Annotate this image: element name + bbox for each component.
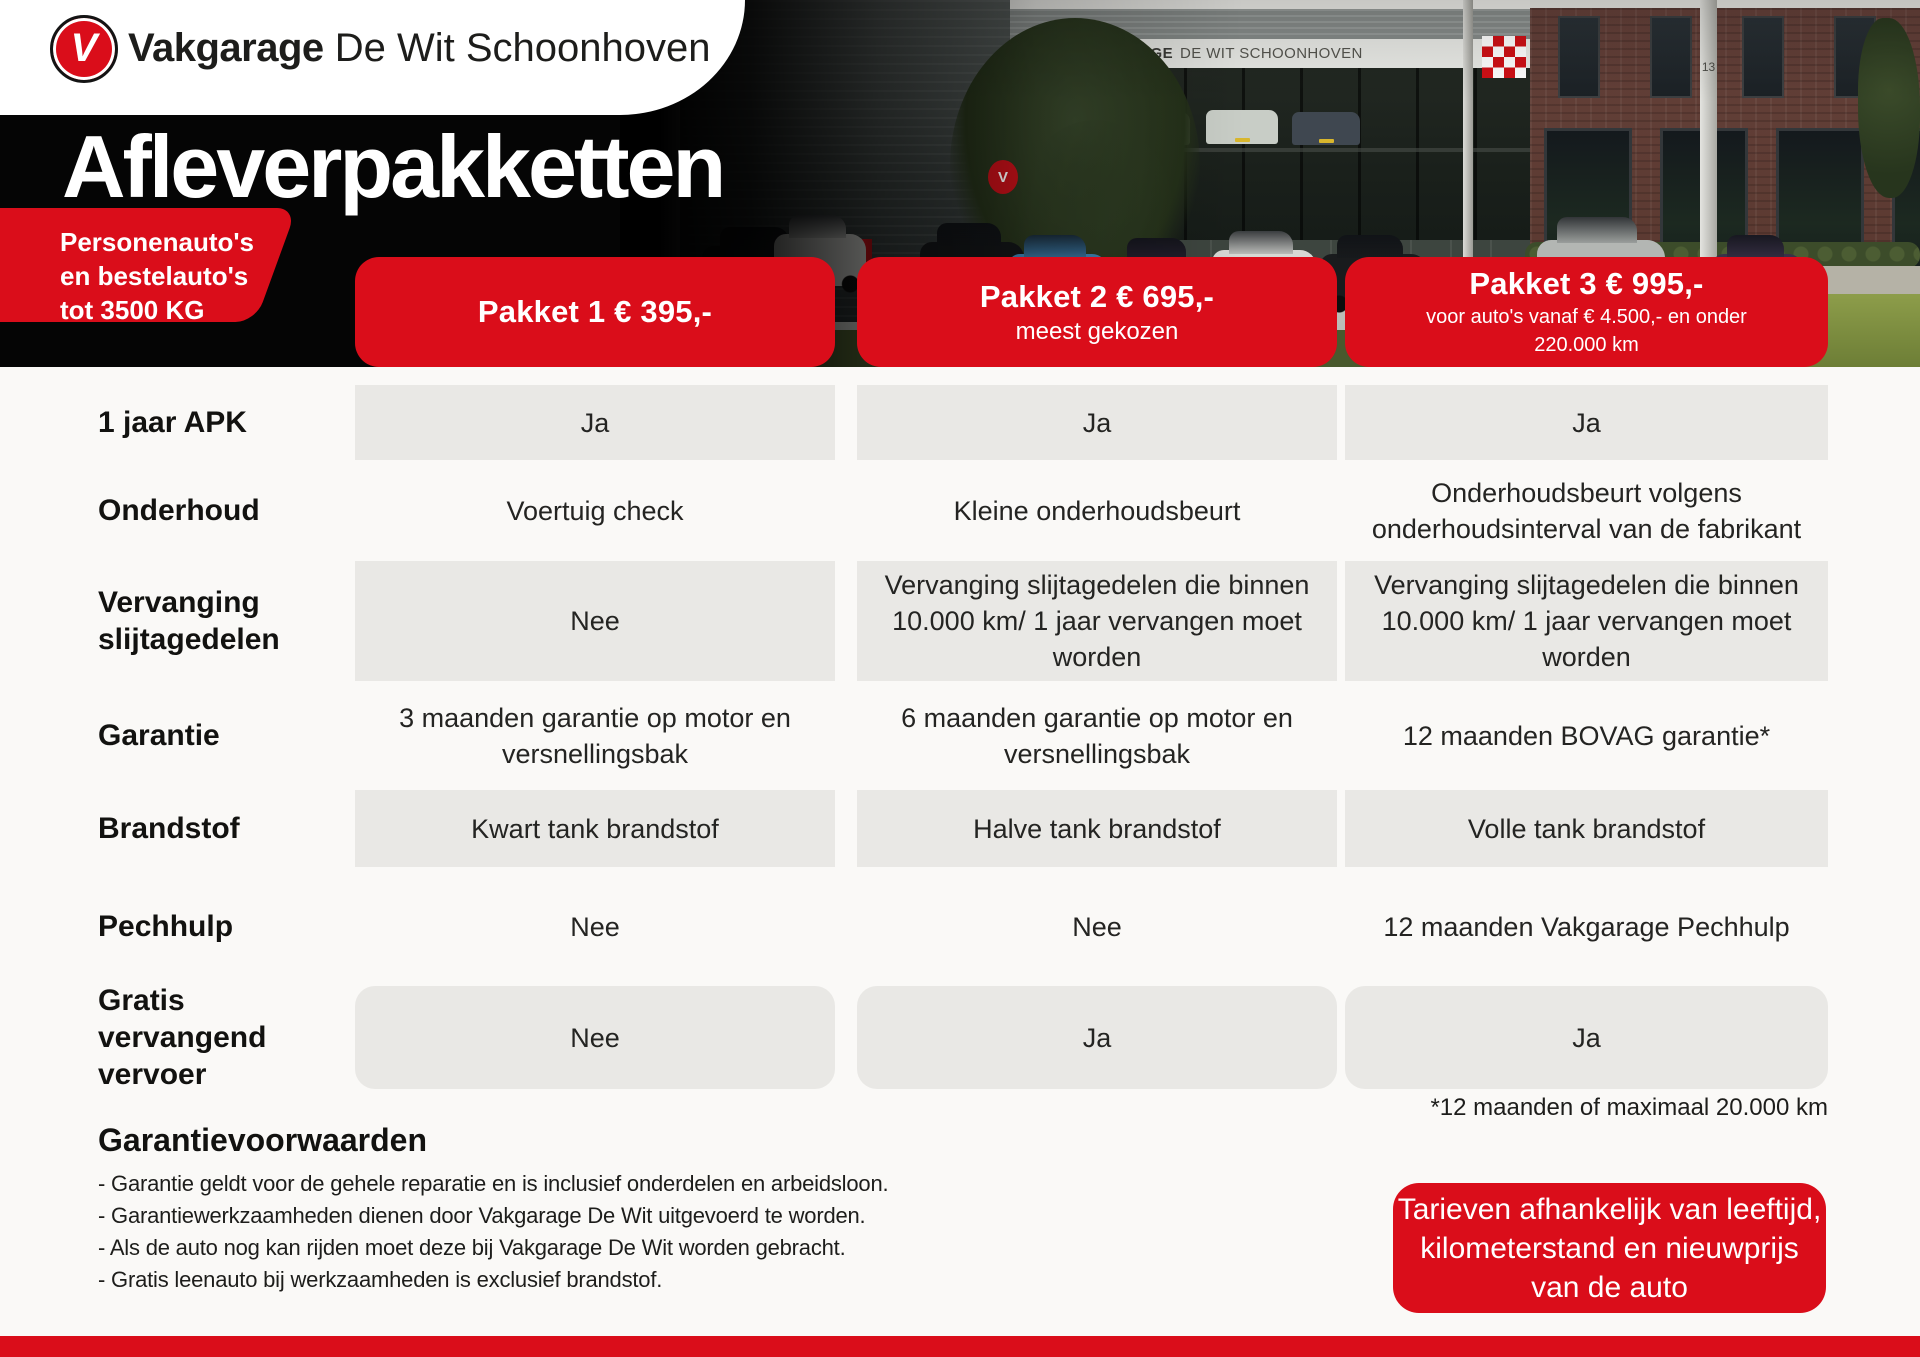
brand-name-bold: Vakgarage [128, 26, 324, 70]
condition-item: - Garantiewerkzaamheden dienen door Vakg… [98, 1203, 866, 1228]
dealership-photo: V VAKGARAGE DE WIT SCHOONHOVEN [620, 0, 1920, 367]
row-label: Pechhulp [98, 910, 234, 943]
table-cell: Vervanging slijtagedelen die binnen 10.0… [1345, 561, 1828, 681]
table-cell: Kleine onderhoudsbeurt [953, 495, 1241, 526]
package-3-title: Pakket 3 € 995,- [1469, 266, 1704, 301]
badge-line: en bestelauto's [60, 261, 249, 291]
table-cell: Voertuig check [506, 495, 684, 526]
table-cell: Nee [355, 986, 835, 1089]
tariff-line: kilometerstand en nieuwprijs [1420, 1231, 1799, 1265]
table-cell: 12 maanden BOVAG garantie* [1402, 720, 1771, 751]
header-band: V Vakgarage De Wit Schoonhoven [0, 0, 745, 115]
package-1-title: Pakket 1 € 395,- [477, 294, 713, 329]
condition-item: - Gratis leenauto bij werkzaamheden is e… [98, 1267, 663, 1292]
brand-name: Vakgarage De Wit Schoonhoven [128, 26, 711, 71]
row-label: Vervanging slijtagedelen [98, 586, 280, 656]
table-cell: Ja [857, 986, 1337, 1089]
page-title: Afleverpakketten [62, 117, 726, 216]
vehicle-type-badge: Personenauto's en bestelauto's tot 3500 … [0, 208, 298, 325]
tariff-note-box: Tarieven afhankelijk van leeftijd, kilom… [1393, 1183, 1826, 1313]
table-row: Vervanging slijtagedelen Nee Vervanging … [0, 561, 1920, 681]
table-cell: Nee [1072, 911, 1122, 942]
bottom-red-bar [0, 1336, 1920, 1357]
tariff-line: van de auto [1531, 1270, 1688, 1304]
badge-line: tot 3500 KG [59, 295, 205, 325]
table-cell: Nee [355, 561, 835, 681]
conditions-heading: Garantievoorwaarden [98, 1122, 427, 1158]
package-3-subtitle: voor auto's vanaf € 4.500,- en onder [1426, 306, 1747, 328]
table-row: Garantie 3 maanden garantie op motor en … [0, 681, 1920, 790]
vehicle-type-badge-text: Personenauto's en bestelauto's tot 3500 … [0, 208, 297, 327]
warranty-footnote: *12 maanden of maximaal 20.000 km [1430, 1094, 1828, 1121]
table-row: Onderhoud Voertuig check Kleine onderhou… [0, 460, 1920, 561]
table-cell: Ja [1345, 385, 1828, 460]
table-cell: Ja [857, 385, 1337, 460]
table-row: Brandstof Kwart tank brandstof Halve tan… [0, 790, 1920, 867]
table-cell: 3 maanden garantie op motor en versnelli… [399, 702, 791, 769]
hero-header: V VAKGARAGE DE WIT SCHOONHOVEN [0, 0, 1920, 367]
row-label: Gratis vervangend vervoer [98, 984, 267, 1091]
table-row: 1 jaar APK Ja Ja Ja [0, 385, 1920, 460]
table-cell: Ja [1345, 986, 1828, 1089]
table-row: Gratis vervangend vervoer Nee Ja Ja [0, 984, 1920, 1091]
brand-name-rest: De Wit Schoonhoven [323, 26, 711, 70]
table-cell: Onderhoudsbeurt volgens onderhoudsinterv… [1371, 477, 1802, 544]
table-cell: 6 maanden garantie op motor en versnelli… [901, 702, 1293, 769]
condition-item: - Als de auto nog kan rijden moet deze b… [98, 1235, 846, 1260]
row-label: Brandstof [98, 812, 240, 845]
package-3-subtitle-2: 220.000 km [1534, 334, 1639, 356]
table-cell: Halve tank brandstof [857, 790, 1337, 867]
table-cell: Kwart tank brandstof [355, 790, 835, 867]
package-2-subtitle: meest gekozen [1015, 317, 1179, 345]
package-header-1: Pakket 1 € 395,- [355, 257, 835, 367]
badge-line: Personenauto's [60, 227, 255, 257]
condition-item: - Garantie geldt voor de gehele reparati… [98, 1171, 889, 1196]
row-label: Onderhoud [98, 494, 260, 527]
logo-letter: V [70, 25, 98, 70]
row-label: Garantie [98, 719, 220, 752]
table-cell: Ja [355, 385, 835, 460]
tariff-line: Tarieven afhankelijk van leeftijd, [1397, 1192, 1822, 1226]
table-cell: 12 maanden Vakgarage Pechhulp [1383, 911, 1790, 942]
row-label: 1 jaar APK [98, 406, 247, 439]
table-cell: Volle tank brandstof [1345, 790, 1828, 867]
package-2-title: Pakket 2 € 695,- [979, 278, 1215, 314]
vakgarage-logo-icon: V [50, 15, 118, 83]
table-cell: Nee [570, 911, 620, 942]
table-cell: Vervanging slijtagedelen die binnen 10.0… [857, 561, 1337, 681]
table-row: Pechhulp Nee Nee 12 maanden Vakgarage Pe… [0, 867, 1920, 986]
conditions-list: - Garantie geldt voor de gehele reparati… [98, 1168, 889, 1296]
package-header-2: Pakket 2 € 695,- meest gekozen [857, 257, 1337, 367]
package-header-3: Pakket 3 € 995,- voor auto's vanaf € 4.5… [1345, 257, 1828, 367]
